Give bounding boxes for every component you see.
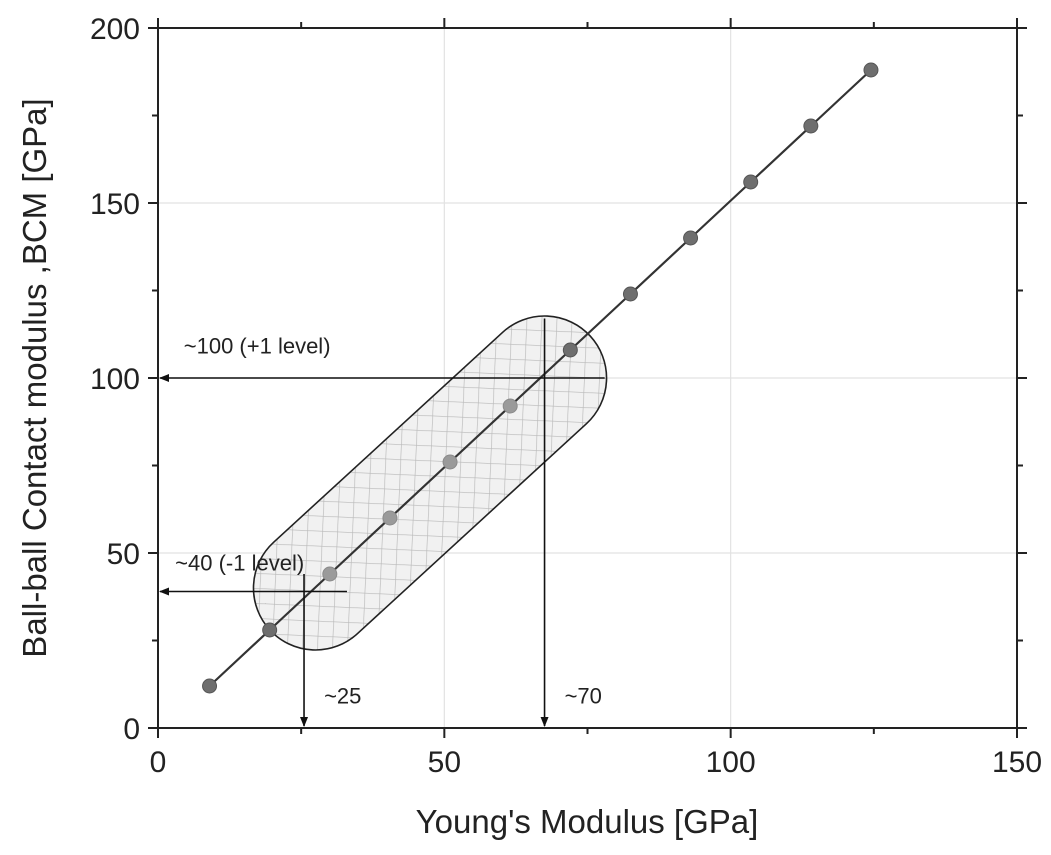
x-tick-label: 100 [706,746,756,779]
data-point [442,454,458,470]
y-axis-title: Ball-ball Contact modulus ,BCM [GPa] [16,98,53,657]
data-point [562,342,578,358]
annotation-label: ~25 [324,684,361,709]
y-tick-label: 0 [123,713,140,746]
x-tick-label: 50 [428,746,461,779]
data-point [803,118,819,134]
data-point [382,510,398,526]
data-point [743,174,759,190]
x-tick-label: 0 [150,746,167,779]
annotation-label: ~70 [565,684,602,709]
y-tick-label: 100 [90,363,140,396]
data-point [683,230,699,246]
data-point [322,566,338,582]
data-point [863,62,879,78]
annotation-label: ~40 (-1 level) [175,551,304,576]
y-tick-label: 50 [107,538,140,571]
data-point [202,678,218,694]
x-axis-title: Young's Modulus [GPa] [416,803,759,840]
y-tick-label: 150 [90,188,140,221]
y-tick-label: 200 [90,13,140,46]
annotation-label: ~100 (+1 level) [184,334,331,359]
data-point [622,286,638,302]
axes: 0 50 100 150 0 50 100 150 200 [90,13,1042,779]
x-tick-label: 150 [992,746,1042,779]
data-point [502,398,518,414]
data-point [262,622,278,638]
axis-labels: Young's Modulus [GPa] Ball-ball Contact … [16,98,758,840]
annotations: ~100 (+1 level) ~40 (-1 level) ~25 ~70 [159,318,605,727]
